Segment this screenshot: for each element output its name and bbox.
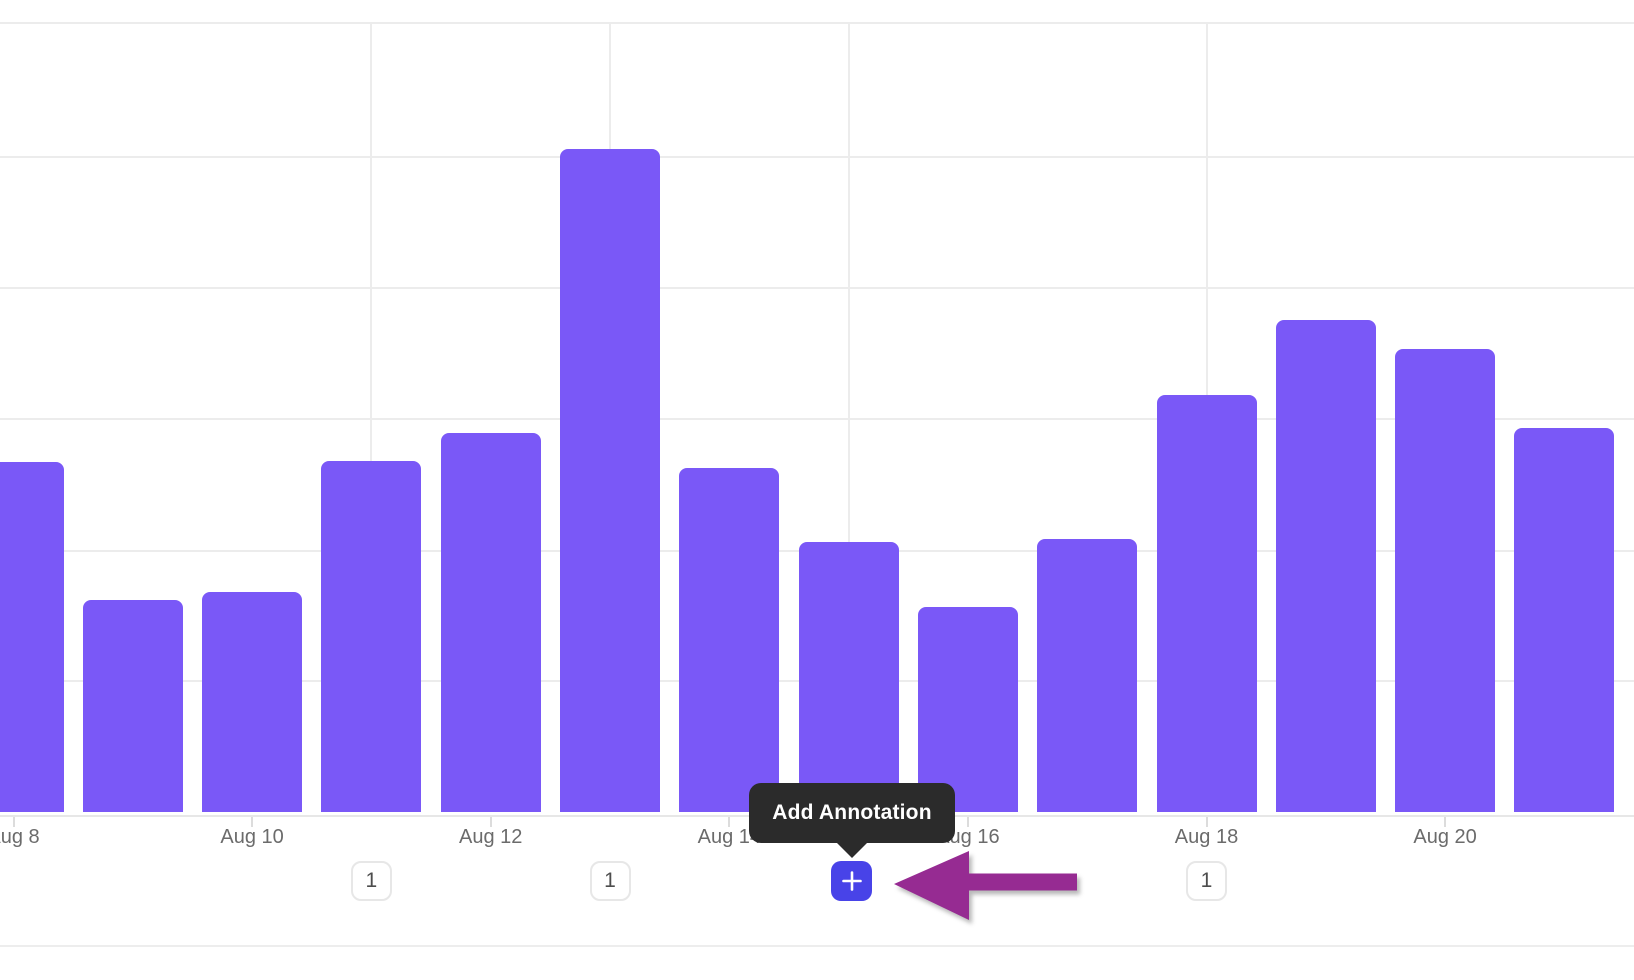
- x-axis-label: Aug 12: [458, 826, 523, 848]
- annotation-badge-aug-11[interactable]: 1: [350, 861, 392, 901]
- x-axis-tick: [12, 817, 15, 827]
- bar-aug-13[interactable]: [560, 149, 660, 812]
- annotation-badge-aug-18[interactable]: 1: [1186, 861, 1227, 901]
- x-axis-label: Aug 10: [220, 826, 284, 848]
- bottom-divider: [0, 945, 1634, 947]
- bar-aug-8[interactable]: [0, 462, 64, 812]
- x-axis-tick: [1205, 817, 1208, 827]
- gridline-horizontal: [0, 156, 1634, 158]
- gridline-horizontal: [0, 418, 1634, 420]
- bar-aug-14[interactable]: [679, 468, 780, 812]
- bar-aug-16[interactable]: [917, 607, 1018, 812]
- bar-aug-20[interactable]: [1395, 349, 1496, 812]
- x-axis-tick: [251, 817, 254, 827]
- annotation-badge-aug-13[interactable]: 1: [589, 861, 631, 901]
- x-axis-tick: [728, 817, 731, 827]
- x-axis-tick: [489, 817, 492, 827]
- bar-aug-18[interactable]: [1156, 395, 1257, 812]
- tooltip-pointer-icon: [836, 842, 868, 858]
- plus-icon: [841, 871, 862, 891]
- bar-aug-9[interactable]: [82, 600, 183, 812]
- x-axis-label: Aug 14: [697, 826, 761, 848]
- bar-aug-19[interactable]: [1275, 320, 1376, 812]
- bar-aug-17[interactable]: [1037, 539, 1138, 812]
- bar-aug-12[interactable]: [440, 433, 541, 812]
- x-axis-tick: [1444, 817, 1447, 827]
- x-axis-tick: [966, 817, 969, 827]
- date-guide-line: [847, 23, 850, 812]
- add-annotation-button[interactable]: [831, 861, 872, 901]
- date-guide-line: [370, 23, 373, 812]
- add-annotation-tooltip: Add Annotation: [749, 783, 955, 843]
- bar-aug-10[interactable]: [202, 592, 303, 812]
- bar-aug-11[interactable]: [321, 461, 422, 812]
- gridline-horizontal: [0, 22, 1634, 24]
- pointer-arrow-icon: [894, 851, 1077, 920]
- bar-aug-15[interactable]: [798, 542, 899, 812]
- x-axis-label: Aug 20: [1413, 826, 1477, 848]
- x-axis-label: Aug 18: [1174, 826, 1239, 848]
- x-axis-label: Aug 8: [0, 826, 40, 848]
- bar-aug-21[interactable]: [1514, 428, 1615, 812]
- gridline-horizontal: [0, 287, 1634, 289]
